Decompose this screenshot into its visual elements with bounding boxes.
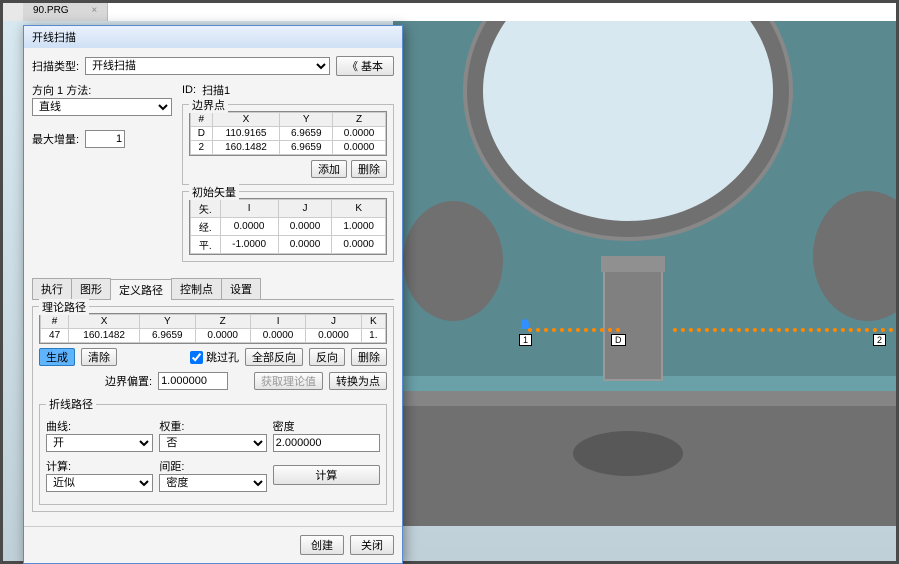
- tab-settings[interactable]: 设置: [221, 278, 261, 299]
- tab-exec[interactable]: 执行: [32, 278, 72, 299]
- scan-type-label: 扫描类型:: [32, 58, 79, 74]
- dir-method-label: 方向 1 方法:: [32, 82, 172, 98]
- boundary-legend: 边界点: [189, 97, 228, 113]
- max-inc-input[interactable]: [85, 130, 125, 148]
- calc-select[interactable]: 近似: [46, 474, 153, 492]
- boundary-table-scroll[interactable]: #XYZD110.91656.96590.00002160.14826.9659…: [189, 111, 387, 156]
- file-tabs: 90.PRG ×: [3, 3, 108, 21]
- close-icon[interactable]: ×: [91, 5, 97, 16]
- dir-method-select[interactable]: 直线: [32, 98, 172, 116]
- file-tab[interactable]: 90.PRG ×: [23, 3, 108, 21]
- density-label: 密度: [273, 418, 380, 434]
- tab-control-points[interactable]: 控制点: [171, 278, 222, 299]
- boundary-table[interactable]: #XYZD110.91656.96590.00002160.14826.9659…: [190, 112, 386, 155]
- add-button[interactable]: 添加: [311, 160, 347, 178]
- create-button[interactable]: 创建: [300, 535, 344, 555]
- marker-d[interactable]: D: [611, 334, 626, 346]
- bd-offset-label: 边界偏置:: [105, 373, 152, 389]
- dist-select[interactable]: 密度: [159, 474, 266, 492]
- generate-button[interactable]: 生成: [39, 348, 75, 366]
- marker-2[interactable]: 2: [873, 334, 886, 346]
- file-tab-name: 90.PRG: [33, 5, 69, 16]
- scan-path-dots: [673, 328, 893, 332]
- delete-theo-button[interactable]: 删除: [351, 348, 387, 366]
- curve-label: 曲线:: [46, 418, 153, 434]
- close-button[interactable]: 关闭: [350, 535, 394, 555]
- tab-define-path[interactable]: 定义路径: [110, 279, 172, 300]
- bd-offset-input[interactable]: [158, 372, 228, 390]
- id-value: 扫描1: [202, 82, 230, 98]
- init-vec-scroll[interactable]: 矢.IJK经.0.00000.00001.0000平.-1.00000.0000…: [189, 198, 387, 255]
- theo-table[interactable]: #XYZIJK47160.14826.96590.00000.00000.000…: [40, 314, 386, 343]
- weight-label: 权重:: [159, 418, 266, 434]
- scan-type-select[interactable]: 开线扫描: [85, 57, 330, 75]
- weight-select[interactable]: 否: [159, 434, 266, 452]
- delete-button[interactable]: 删除: [351, 160, 387, 178]
- curve-select[interactable]: 开: [46, 434, 153, 452]
- calc-label: 计算:: [46, 458, 153, 474]
- dialog-title: 开线扫描: [32, 29, 76, 45]
- theo-path-group: 理论路径 #XYZIJK47160.14826.96590.00000.0000…: [32, 306, 394, 512]
- all-reverse-button[interactable]: 全部反向: [245, 348, 303, 366]
- id-label: ID:: [182, 84, 196, 96]
- density-input[interactable]: [273, 434, 380, 452]
- marker-1[interactable]: 1: [519, 334, 532, 346]
- theo-legend: 理论路径: [39, 299, 89, 315]
- init-vector-group: 初始矢量 矢.IJK经.0.00000.00001.0000平.-1.00000…: [182, 191, 394, 262]
- basic-button[interactable]: 《 基本: [336, 56, 394, 76]
- polyline-legend: 折线路径: [46, 396, 96, 412]
- clear-button[interactable]: 清除: [81, 348, 117, 366]
- calc-button[interactable]: 计算: [273, 465, 380, 485]
- skip-hole-checkbox[interactable]: 跳过孔: [190, 349, 239, 365]
- init-vec-table[interactable]: 矢.IJK经.0.00000.00001.0000平.-1.00000.0000…: [190, 199, 386, 254]
- polyline-group: 折线路径 曲线: 开 权重: 否 密度: [39, 396, 387, 505]
- boundary-group: 边界点 #XYZD110.91656.96590.00002160.14826.…: [182, 104, 394, 185]
- theo-table-scroll[interactable]: #XYZIJK47160.14826.96590.00000.00000.000…: [39, 313, 387, 344]
- sub-tabs: 执行 图形 定义路径 控制点 设置: [32, 278, 394, 300]
- dist-label: 间距:: [159, 458, 266, 474]
- max-inc-label: 最大增量:: [32, 131, 79, 147]
- scan-dialog: 开线扫描 扫描类型: 开线扫描 《 基本 方向 1 方法: 直线 最大增量:: [23, 25, 403, 564]
- get-theo-button: 获取理论值: [254, 372, 323, 390]
- dialog-titlebar[interactable]: 开线扫描: [24, 26, 402, 48]
- skip-hole-input[interactable]: [190, 351, 203, 364]
- tab-graph[interactable]: 图形: [71, 278, 111, 299]
- reverse-button[interactable]: 反向: [309, 348, 345, 366]
- to-points-button[interactable]: 转换为点: [329, 372, 387, 390]
- init-vec-legend: 初始矢量: [189, 184, 239, 200]
- scan-path-dots: [528, 328, 620, 332]
